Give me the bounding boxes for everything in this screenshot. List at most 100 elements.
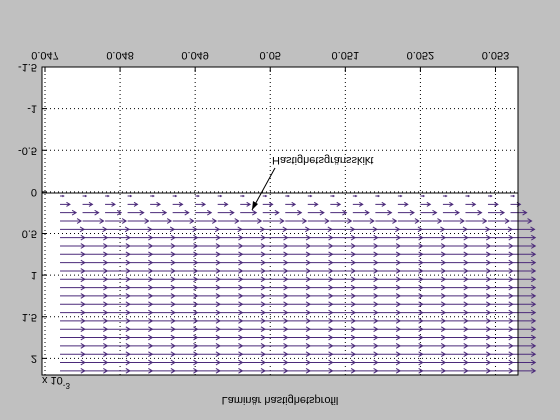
y-tick-label: 1	[31, 269, 37, 281]
x-tick-label: 0.047	[31, 49, 59, 61]
quiver-arrow	[510, 194, 516, 198]
axes-box	[41, 66, 519, 376]
y-tick-label: -1.5	[18, 61, 37, 73]
quiver-arrow	[217, 201, 229, 207]
quiver-arrow	[510, 343, 537, 349]
quiver-arrow	[487, 209, 506, 216]
quiver-arrow	[285, 194, 290, 198]
quiver-arrow	[105, 201, 116, 207]
quiver-arrow	[330, 209, 348, 216]
quiver-arrow	[150, 209, 168, 216]
quiver-arrow	[150, 218, 173, 224]
quiver-arrow	[307, 218, 330, 224]
quiver-arrow	[60, 201, 71, 207]
quiver-arrow	[510, 268, 537, 274]
quiver-arrow	[82, 194, 88, 198]
quiver-arrow	[510, 301, 537, 308]
quiver-arrow	[442, 209, 460, 216]
quiver-arrow	[150, 201, 161, 207]
quiver-arrow	[105, 194, 110, 198]
x-tick-label: 0.049	[181, 49, 209, 61]
quiver-arrow	[510, 293, 537, 299]
quiver-arrow	[375, 194, 381, 198]
quiver-arrow	[510, 368, 537, 374]
quiver-arrow	[510, 334, 537, 341]
quiver-arrow	[397, 201, 409, 207]
quiver-arrow	[510, 318, 537, 324]
quiver-arrow	[442, 218, 465, 224]
quiver-arrow	[127, 194, 133, 198]
quiver-arrow	[172, 218, 195, 224]
quiver-arrow	[150, 194, 155, 198]
quiver-arrow	[82, 201, 94, 207]
quiver-arrow	[105, 209, 123, 216]
quiver-arrow	[420, 194, 426, 198]
quiver-arrow	[127, 201, 139, 207]
quiver-arrow	[375, 201, 387, 207]
quiver-arrow	[262, 201, 274, 207]
x-tick-label: 0.053	[482, 49, 510, 61]
annotation-arrowhead	[252, 201, 258, 210]
quiver-arrow	[307, 209, 325, 216]
quiver-arrow	[510, 309, 537, 316]
quiver-arrow	[330, 201, 342, 207]
quiver-arrow	[420, 201, 432, 207]
quiver-arrow	[262, 209, 280, 216]
quiver-arrow	[375, 209, 393, 216]
quiver-arrow	[307, 201, 319, 207]
y-multiplier: x 10-3	[42, 374, 70, 390]
quiver-arrow	[240, 218, 263, 224]
quiver-arrow	[465, 194, 471, 198]
quiver-arrow	[510, 251, 537, 258]
quiver-arrow	[442, 194, 448, 198]
y-tick-label: -1	[27, 103, 37, 115]
quiver-arrow	[307, 194, 313, 198]
quiver-arrow	[217, 194, 223, 198]
quiver-arrow	[465, 209, 483, 216]
quiver-arrow	[240, 194, 245, 198]
quiver-arrow	[510, 351, 537, 358]
quiver-arrow	[285, 218, 308, 224]
quiver-arrow	[510, 359, 537, 366]
quiver-arrow	[420, 209, 438, 216]
quiver-arrow	[60, 209, 78, 216]
quiver-arrow	[510, 259, 537, 266]
quiver-arrow	[285, 201, 297, 207]
quiver-arrow	[510, 218, 533, 224]
quiver-arrow	[375, 218, 398, 224]
quiver-arrow	[172, 194, 178, 198]
y-multiplier-base: x 10	[42, 374, 63, 386]
quiver-arrow	[172, 209, 190, 216]
quiver-arrow	[442, 201, 454, 207]
quiver-arrow	[510, 226, 536, 233]
y-tick-label: 0.5	[22, 228, 37, 240]
quiver-arrow	[510, 243, 537, 249]
quiver-arrow	[352, 218, 375, 224]
quiver-arrow	[105, 218, 128, 224]
quiver-arrow	[510, 276, 537, 283]
quiver-arrow	[352, 209, 370, 216]
annotation: Hastighetsgränsskikt	[272, 154, 374, 166]
y-multiplier-exp: -3	[63, 381, 71, 390]
quiver-arrow	[217, 218, 240, 224]
quiver-arrow	[420, 218, 443, 224]
quiver-arrow	[397, 209, 415, 216]
quiver-arrow	[195, 218, 218, 224]
quiver-arrow	[330, 218, 353, 224]
x-tick-label: 0.048	[106, 49, 134, 61]
quiver-arrow	[60, 194, 65, 198]
quiver-arrow	[240, 209, 258, 216]
quiver-arrow	[510, 284, 537, 291]
quiver-arrow	[487, 194, 493, 198]
quiver-arrow	[82, 218, 105, 224]
quiver-arrow	[487, 218, 510, 224]
quiver-arrow	[465, 218, 488, 224]
quiver-arrow	[60, 218, 83, 224]
y-tick-label: -0.5	[18, 144, 37, 156]
quiver-arrow	[127, 218, 150, 224]
quiver-arrow	[510, 209, 528, 216]
y-tick-label: 2	[31, 352, 37, 364]
quiver-arrow	[195, 194, 200, 198]
quiver-arrow	[397, 218, 420, 224]
